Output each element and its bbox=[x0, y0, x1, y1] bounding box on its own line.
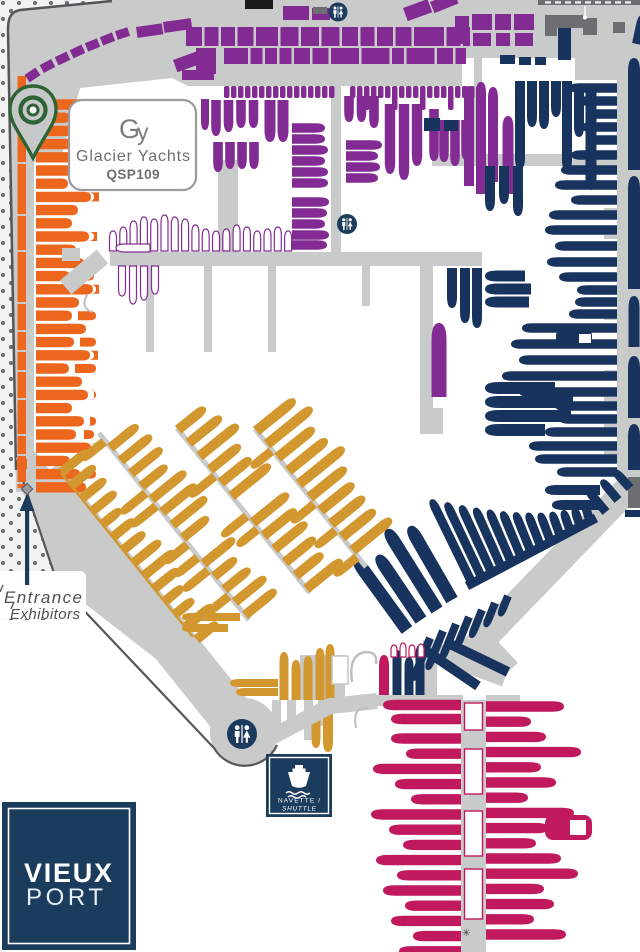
svg-text:G: G bbox=[119, 114, 140, 144]
svg-text:✳: ✳ bbox=[462, 928, 470, 939]
svg-text:QSP109: QSP109 bbox=[107, 167, 160, 182]
svg-text:SHUTTLE: SHUTTLE bbox=[282, 806, 317, 813]
svg-text:NAVETTE /: NAVETTE / bbox=[278, 798, 320, 805]
svg-text:VIEUX: VIEUX bbox=[24, 858, 112, 888]
svg-text:Entrance: Entrance bbox=[4, 588, 82, 607]
svg-text:PORT: PORT bbox=[26, 884, 106, 911]
svg-text:y: y bbox=[137, 119, 149, 145]
svg-text:Glacier Yachts: Glacier Yachts bbox=[76, 148, 190, 165]
svg-text:Exhibitors: Exhibitors bbox=[10, 606, 81, 623]
